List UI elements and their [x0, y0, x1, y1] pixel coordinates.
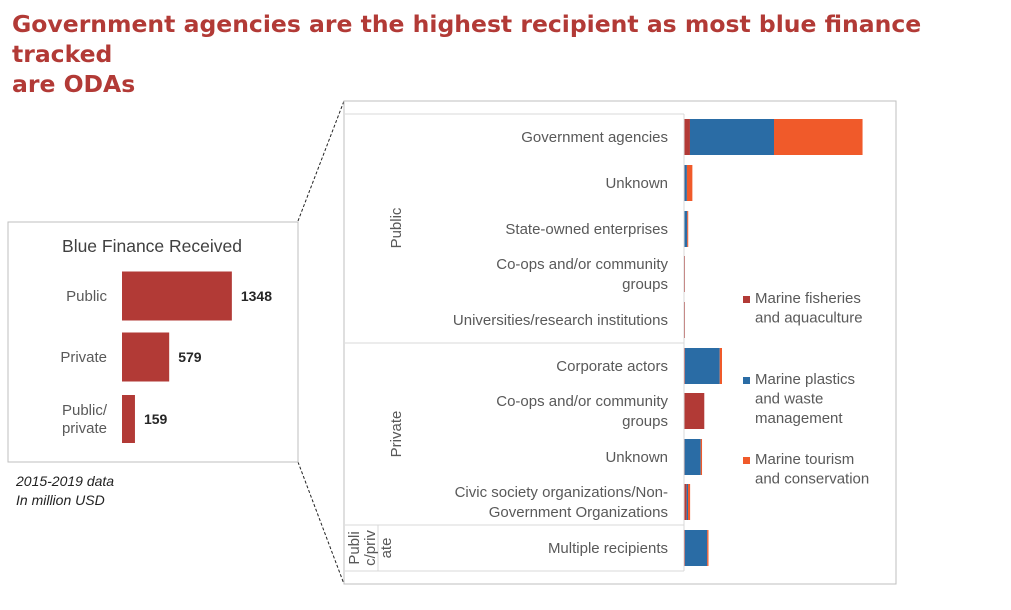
- bar-corporate-actors-5-marine-tourism-and-conservation: [719, 348, 722, 384]
- summary-category-label-private: Private: [60, 349, 107, 366]
- bar-government-agencies-0-marine-plastics-and-waste-management: [689, 119, 774, 155]
- bar-multiple-recipients-9-marine-plastics-and-waste-management: [684, 530, 708, 566]
- bar-civic-society-organizations-non-government-organizations-8-marine-tourism-and-conservation: [688, 484, 691, 520]
- category-label-multiple-recipients-9: Multiple recipients: [548, 540, 668, 557]
- zoom-connector-bottom: [297, 461, 345, 585]
- category-label-unknown-1: Unknown: [605, 175, 668, 192]
- category-label-co-ops-and-or-community-groups-3: Co-ops and/or community groups: [496, 256, 668, 293]
- summary-data-label-public-private: 159: [144, 411, 168, 427]
- legend-label-marine-plastics-and-waste-management: Marine plastics and waste management: [755, 371, 855, 427]
- summary-bar-private: [122, 332, 170, 382]
- bar-corporate-actors-5-marine-plastics-and-waste-management: [684, 348, 720, 384]
- summary-bars: 1348 Public 579 Private 159 Public/private: [60, 271, 272, 443]
- group-label-private: Private: [388, 411, 405, 458]
- bar-civic-society-organizations-non-government-organizations-8-marine-plastics-and-waste-management: [686, 484, 689, 520]
- category-label-government-agencies-0: Government agencies: [521, 129, 668, 146]
- bar-government-agencies-0-marine-tourism-and-conservation: [773, 119, 863, 155]
- page-title: Government agencies are the highest reci…: [12, 9, 1007, 99]
- group-label-publi-c-priv-ate: Public/private: [346, 530, 395, 566]
- detail-bars: Public Private Public/private Government ag…: [345, 113, 863, 572]
- bar-government-agencies-0-marine-fisheries-and-aquaculture: [684, 119, 690, 155]
- summary-category-label-public-private: Public/private: [62, 402, 108, 437]
- category-label-civic-society-organizations-non-government-organizations-8: Civic society organizations/Non-Governme…: [455, 484, 668, 521]
- data-note-period: 2015-2019 data: [16, 473, 115, 489]
- bar-unknown-7-marine-tourism-and-conservation: [700, 439, 703, 475]
- group-label-public: Public: [388, 207, 405, 248]
- summary-bar-public: [122, 271, 232, 321]
- category-label-unknown-7: Unknown: [605, 449, 668, 466]
- summary-chart-title: Blue Finance Received: [62, 236, 242, 256]
- category-label-corporate-actors-5: Corporate actors: [556, 358, 668, 375]
- page-title-line-2: are ODAs: [12, 70, 136, 98]
- data-note: 2015-2019 data In million USD: [16, 472, 114, 510]
- data-note-unit: In million USD: [16, 492, 105, 508]
- category-label-co-ops-and-or-community-groups-6: Co-ops and/or community groups: [496, 393, 668, 430]
- summary-bar-public-private: [122, 395, 135, 443]
- summary-data-label-private: 579: [178, 349, 202, 365]
- bar-state-owned-enterprises-2-marine-tourism-and-conservation: [687, 211, 689, 247]
- detail-legend: Marine fisheries and aquaculture Marine pl…: [743, 290, 869, 488]
- page-title-line-1: Government agencies are the highest reci…: [12, 10, 922, 68]
- bar-civic-society-organizations-non-government-organizations-8-marine-fisheries-and-aquaculture: [684, 484, 687, 520]
- bar-unknown-7-marine-plastics-and-waste-management: [684, 439, 701, 475]
- zoom-connector-top: [297, 100, 345, 222]
- bar-co-ops-and-or-community-groups-6-marine-fisheries-and-aquaculture: [684, 393, 705, 429]
- legend-label-marine-tourism-and-conservation: Marine tourism and conservation: [755, 451, 869, 488]
- legend-swatch-marine-plastics-and-waste-management: [743, 377, 750, 384]
- summary-chart-frame: [7, 221, 299, 463]
- legend-swatch-marine-fisheries-and-aquaculture: [743, 296, 750, 303]
- legend-swatch-marine-tourism-and-conservation: [743, 457, 750, 464]
- bar-unknown-1-marine-tourism-and-conservation: [686, 165, 693, 201]
- category-label-universities-research-institutions-4: Universities/research institutions: [453, 312, 668, 329]
- bar-multiple-recipients-9-marine-tourism-and-conservation: [707, 530, 709, 566]
- bar-state-owned-enterprises-2-marine-plastics-and-waste-management: [684, 211, 688, 247]
- category-label-state-owned-enterprises-2: State-owned enterprises: [505, 221, 668, 238]
- legend-label-marine-fisheries-and-aquaculture: Marine fisheries and aquaculture: [755, 290, 863, 327]
- bar-unknown-1-marine-plastics-and-waste-management: [684, 165, 687, 201]
- summary-data-label-public: 1348: [241, 288, 272, 304]
- summary-category-label-public: Public: [66, 288, 107, 305]
